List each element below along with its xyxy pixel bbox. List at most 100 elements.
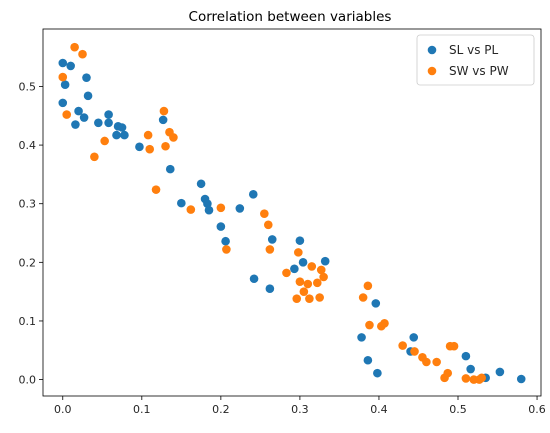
data-point (305, 294, 314, 303)
data-point (165, 164, 175, 174)
data-point (216, 203, 226, 213)
data-point (204, 205, 214, 215)
data-point (58, 98, 68, 108)
data-point (222, 245, 231, 254)
data-point (216, 222, 226, 231)
data-point (307, 262, 317, 271)
data-point (74, 106, 83, 116)
data-point (265, 245, 275, 254)
x-tick-label: 0.0 (54, 403, 72, 416)
data-point (358, 293, 368, 302)
data-point (100, 136, 109, 146)
y-tick-label: 0.0 (19, 374, 37, 387)
data-point (320, 256, 330, 266)
data-point (292, 294, 302, 303)
data-point (313, 278, 322, 288)
data-point (94, 118, 103, 128)
series-1 (58, 58, 526, 384)
data-point (186, 205, 196, 214)
y-tick-label: 0.4 (19, 139, 37, 152)
data-point (158, 115, 168, 125)
data-point (66, 61, 75, 71)
data-point (78, 49, 87, 59)
y-tick-label: 0.1 (19, 315, 37, 328)
data-point (104, 118, 113, 128)
data-point (104, 110, 113, 119)
axes-layer: 0.0 0.1 0.2 0.3 0.4 0.5 0.6 0.0 0.1 0.2 0.3 0.4 0.5 (19, 28, 546, 416)
x-tick-label: 0.3 (291, 403, 309, 416)
data-point (263, 220, 273, 230)
data-point (145, 144, 155, 154)
y-tick-label: 0.2 (19, 256, 37, 269)
data-point (120, 130, 129, 140)
data-point (363, 355, 373, 365)
data-point (294, 248, 303, 257)
data-point (90, 152, 99, 162)
legend-label: SL vs PL (449, 43, 499, 57)
chart-title: Correlation between variables (189, 9, 392, 25)
data-point (461, 374, 471, 383)
data-point (58, 72, 68, 82)
plot-area (43, 29, 541, 396)
data-point (82, 73, 91, 82)
data-point (161, 141, 170, 151)
data-point (60, 80, 70, 89)
data-point (319, 272, 328, 282)
data-point (117, 123, 127, 132)
data-point (71, 120, 80, 129)
legend-label: SW vs PW (449, 64, 509, 78)
x-tick-label: 0.2 (212, 403, 230, 416)
y-tick-label: 0.3 (19, 198, 37, 211)
axes-frame (42, 28, 542, 397)
data-point (373, 368, 382, 378)
data-point (380, 319, 389, 328)
series-2 (58, 42, 487, 384)
data-point (409, 333, 419, 342)
data-point (290, 264, 299, 274)
data-point (410, 347, 419, 356)
x-tick-label: 0.6 (528, 403, 546, 416)
data-point (316, 265, 326, 275)
data-point (477, 373, 487, 383)
data-point (267, 235, 277, 244)
data-point (177, 198, 186, 208)
data-point (365, 320, 374, 330)
data-point (79, 113, 89, 122)
data-point (432, 357, 441, 367)
data-point (70, 42, 79, 52)
data-point (295, 236, 305, 245)
data-point (112, 130, 121, 140)
data-point (83, 91, 93, 101)
x-tick-label: 0.5 (449, 403, 467, 416)
data-point (466, 364, 475, 374)
data-point (282, 268, 291, 278)
data-point (260, 209, 269, 218)
data-point (398, 341, 407, 350)
data-point (58, 58, 68, 68)
data-point (135, 142, 144, 152)
data-point (363, 281, 373, 291)
legend: SL vs PL SW vs PW (416, 34, 535, 86)
data-point (298, 258, 308, 267)
data-point (516, 374, 526, 384)
data-point (196, 179, 206, 189)
data-point (357, 333, 366, 342)
data-point (265, 284, 275, 294)
data-point (143, 130, 153, 140)
data-point (461, 351, 471, 361)
data-point (235, 204, 245, 213)
data-point (159, 106, 169, 116)
data-point (295, 277, 305, 286)
data-point (62, 110, 72, 119)
data-point (151, 185, 161, 194)
legend-marker (427, 45, 437, 55)
data-point (315, 293, 324, 302)
points-layer (58, 42, 526, 384)
data-point (221, 236, 230, 246)
y-tick-label: 0.5 (19, 80, 37, 93)
legend-marker (427, 66, 437, 76)
data-point (495, 367, 505, 377)
data-point (443, 368, 453, 378)
x-tick-label: 0.4 (370, 403, 388, 416)
